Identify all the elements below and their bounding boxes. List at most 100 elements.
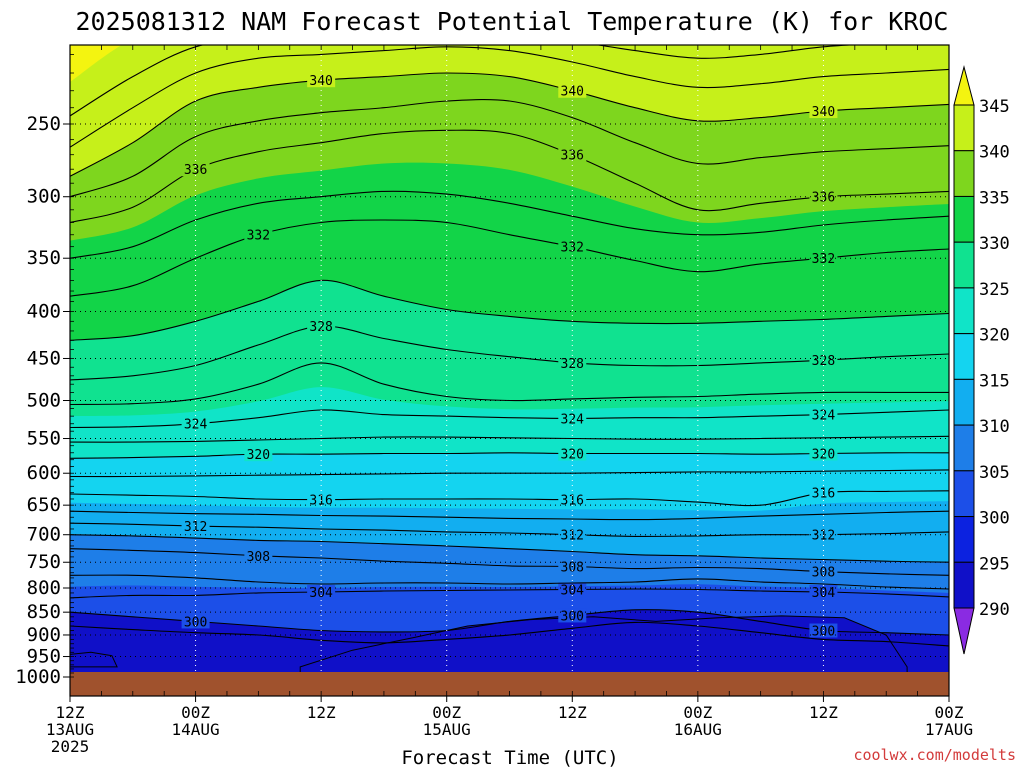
contour-line-332: [70, 219, 949, 297]
contour-label-bg: [244, 227, 273, 242]
contour-label-bg: [307, 319, 336, 334]
contour-label-340: 340: [561, 85, 584, 100]
contour-label-312: 312: [184, 520, 207, 535]
x-tick-label: 16AUG: [674, 720, 722, 739]
grid-layer: [70, 45, 949, 696]
y-tick-label: 700: [27, 524, 61, 546]
x-tick-label: 00Z: [935, 703, 964, 722]
colorbar-label: 345: [979, 97, 1010, 117]
contour-label-bg: [809, 407, 838, 422]
contour-label-340: 340: [812, 105, 835, 120]
contour-label-300: 300: [184, 615, 207, 630]
x-tick-label: 13AUG: [46, 720, 94, 739]
contour-line-306: [70, 574, 949, 590]
fill-layer: [70, 45, 949, 696]
contour-line-328: [70, 325, 949, 381]
y-tick-label: 650: [27, 494, 61, 516]
colorbar-segment: [953, 287, 975, 335]
colorbar-segment: [953, 470, 975, 518]
contour-label-bg: [181, 519, 210, 534]
contour-label-324: 324: [812, 409, 836, 424]
contour-line-338: [70, 98, 949, 198]
y-tick-label: 300: [27, 186, 61, 208]
contour-label-312: 312: [561, 529, 584, 544]
contour-label-300: 300: [561, 609, 584, 624]
contour-label-300: 300: [812, 625, 835, 640]
contour-line-302: [70, 621, 949, 647]
contour-label-bg: [558, 559, 587, 574]
contour-line-340: [70, 72, 949, 177]
y-tick-label: 350: [27, 247, 61, 269]
contour-line-334: [70, 190, 949, 259]
contour-label-bg: [809, 527, 838, 542]
contour-label-340: 340: [309, 74, 332, 89]
y-tick-label: 850: [27, 601, 61, 623]
contour-label-308: 308: [812, 566, 835, 581]
contour-line-322: [70, 435, 949, 443]
x-tick-label: 12Z: [56, 703, 85, 722]
contour-label-312: 312: [812, 529, 835, 544]
contour-label-bg: [558, 492, 587, 507]
contour-line-314: [70, 510, 949, 521]
contour-line-318: [70, 469, 949, 478]
x-tick-label: 17AUG: [925, 720, 973, 739]
contour-label-bg: [181, 162, 210, 177]
colorbar-segment: [953, 378, 975, 426]
colorbar-segment: [953, 516, 975, 563]
contour-line-326: [70, 362, 949, 406]
contour-label-bg: [809, 564, 838, 579]
contour-label-332: 332: [812, 252, 835, 267]
contour-line-310: [70, 534, 949, 563]
chart-title: 2025081312 NAM Forecast Potential Temper…: [76, 7, 949, 36]
contour-label-bg: [558, 446, 587, 461]
contour-label-320: 320: [247, 448, 270, 463]
colorbar-label: 335: [979, 188, 1010, 208]
contour-label-bg: [558, 411, 587, 426]
y-axis: 2503003504004505005506006507007508008509…: [15, 54, 74, 688]
contour-label-308: 308: [561, 560, 584, 575]
contour-label-bg: [558, 239, 587, 254]
y-tick-label: 500: [27, 390, 61, 412]
cold-pool-fill-left: [70, 651, 118, 668]
colorbar-label: 305: [979, 463, 1010, 483]
contour-label-bg: [244, 548, 273, 563]
contour-label-bg: [181, 416, 210, 431]
contour-label-328: 328: [309, 320, 332, 335]
contour-label-bg: [809, 189, 838, 204]
contour-label-328: 328: [561, 357, 584, 372]
colorbar-segment: [953, 424, 975, 472]
x-tick-label: 2025: [51, 737, 90, 756]
contour-line-316: [70, 490, 949, 507]
x-tick-label: 00Z: [683, 703, 712, 722]
contour-label-bg: [244, 447, 273, 462]
y-tick-label: 800: [27, 577, 61, 599]
contour-label-320: 320: [561, 447, 584, 462]
x-tick-label: 12Z: [307, 703, 336, 722]
y-tick-label: 600: [27, 462, 61, 484]
contour-label-bg: [809, 485, 838, 500]
contour-line-342: [70, 46, 949, 148]
colorbar-label: 290: [979, 600, 1010, 620]
colorbar-label: 315: [979, 371, 1010, 391]
x-tick-label: 14AUG: [171, 720, 219, 739]
contour-label-332: 332: [247, 229, 270, 244]
colorbar-segment: [953, 195, 975, 243]
colorbar-bottom-arrow: [953, 607, 975, 655]
contour-label-bg: [558, 527, 587, 542]
contour-label-324: 324: [561, 412, 585, 427]
colorbar-label: 325: [979, 280, 1010, 300]
colorbar-label: 330: [979, 234, 1010, 254]
colorbar-label: 300: [979, 509, 1010, 529]
contour-label-336: 336: [812, 191, 835, 206]
colorbar-label: 320: [979, 326, 1010, 346]
band-fill-345: [70, 45, 122, 82]
contour-label-bg: [809, 251, 838, 266]
colorbar-label: 310: [979, 417, 1010, 437]
colorbar-label: 295: [979, 554, 1010, 574]
y-tick-label: 400: [27, 300, 61, 322]
colorbar-label: 340: [979, 143, 1010, 163]
